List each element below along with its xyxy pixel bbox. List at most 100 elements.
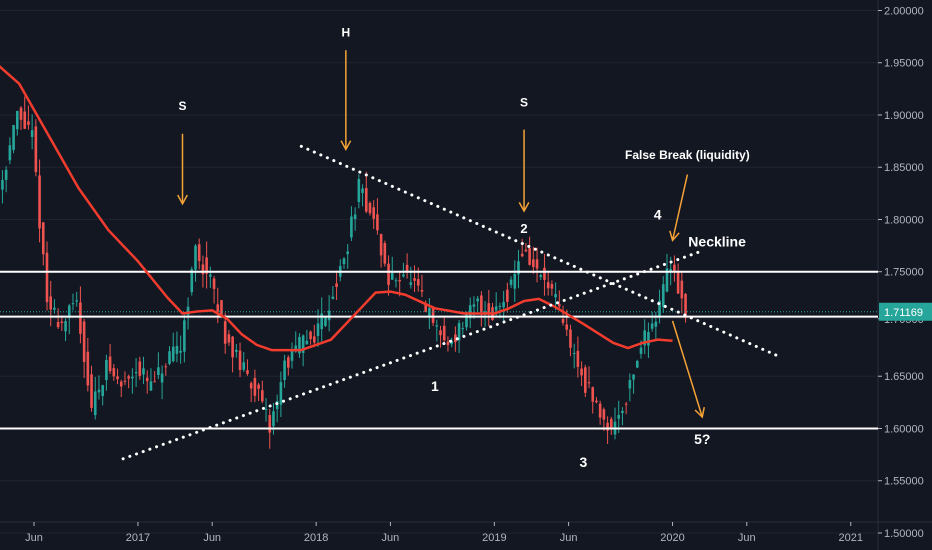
- candle-body: [665, 268, 669, 292]
- candle-body: [38, 175, 41, 229]
- candle-body: [294, 345, 298, 352]
- candle-body: [324, 317, 327, 326]
- candle-body: [190, 269, 194, 293]
- candle-body: [468, 305, 472, 319]
- y-tick-label: 1.75000: [884, 267, 924, 279]
- annotation-label: 4: [654, 206, 662, 222]
- candle-body: [383, 243, 387, 264]
- candle-body: [494, 306, 498, 311]
- candle-body: [41, 222, 45, 255]
- candle-body: [27, 121, 30, 125]
- candle-body: [587, 382, 591, 384]
- candle-body: [12, 125, 15, 150]
- candle-body: [309, 331, 312, 340]
- candle-body: [82, 321, 86, 362]
- annotation-label: H: [342, 26, 351, 40]
- candle-body: [160, 373, 164, 383]
- annotation-arrow: [671, 320, 703, 418]
- x-tick-label: 2020: [660, 532, 684, 544]
- candle-body: [134, 372, 138, 374]
- candle-body: [19, 107, 23, 120]
- candle-body: [402, 274, 405, 277]
- candle-body: [513, 273, 517, 289]
- candle-body: [487, 303, 491, 314]
- candle-body: [461, 328, 465, 330]
- candle-body: [639, 347, 643, 354]
- candle-body: [647, 332, 650, 346]
- candle-body: [287, 357, 290, 368]
- candle-body: [379, 234, 383, 256]
- candle-body: [305, 340, 309, 345]
- candle-body: [624, 403, 628, 405]
- candle-body: [257, 384, 260, 389]
- candle-body: [554, 294, 557, 298]
- candle-body: [520, 253, 524, 257]
- candle-body: [416, 279, 420, 286]
- candle-body: [532, 259, 535, 267]
- candle-body: [238, 350, 242, 370]
- candle-body: [272, 411, 275, 427]
- candle-body: [30, 130, 34, 137]
- candle-body: [643, 330, 647, 346]
- candle-body: [480, 295, 483, 312]
- annotation-label: Neckline: [688, 234, 746, 250]
- candle-body: [301, 335, 305, 353]
- candle-body: [350, 216, 353, 238]
- candle-body: [153, 381, 156, 383]
- y-tick-label: 1.80000: [884, 214, 924, 226]
- annotation-label: S: [520, 96, 528, 110]
- candle-body: [353, 214, 357, 220]
- x-tick-label: Jun: [560, 532, 578, 544]
- candle-body: [90, 374, 93, 408]
- candle-body: [235, 349, 238, 352]
- candle-body: [209, 274, 212, 277]
- candle-body: [268, 415, 272, 433]
- x-tick-label: 2017: [126, 532, 150, 544]
- candle-body: [450, 340, 453, 345]
- candle-body: [312, 336, 316, 343]
- candle-body: [123, 380, 127, 382]
- candle-body: [650, 323, 654, 329]
- candle-body: [194, 245, 197, 270]
- candle-body: [119, 381, 123, 387]
- candle-body: [131, 376, 134, 379]
- candle-body: [138, 361, 142, 376]
- candle-body: [283, 360, 286, 381]
- candle-body: [632, 374, 635, 380]
- annotation-arrowhead: [340, 140, 352, 152]
- candle-body: [364, 187, 368, 212]
- candle-body: [676, 271, 680, 294]
- annotation-label: False Break (liquidity): [625, 148, 750, 162]
- candle-body: [145, 377, 149, 382]
- y-tick-label: 1.55000: [884, 476, 924, 488]
- candle-body: [290, 349, 294, 361]
- candle-body: [431, 308, 435, 323]
- candle-body: [179, 350, 182, 353]
- candle-body: [183, 320, 186, 352]
- candle-body: [476, 298, 479, 302]
- candle-body: [669, 269, 672, 272]
- annotation-arrowhead: [669, 230, 680, 242]
- candle-body: [342, 258, 346, 265]
- candle-body: [164, 366, 168, 368]
- candle-body: [53, 307, 56, 310]
- candle-body: [673, 264, 676, 273]
- candle-body: [361, 188, 364, 193]
- candle-body: [142, 368, 145, 375]
- candle-body: [606, 422, 609, 431]
- y-tick-label: 1.85000: [884, 162, 924, 174]
- candle-body: [101, 385, 104, 397]
- candle-body: [60, 321, 64, 324]
- candle-body: [86, 351, 90, 386]
- falling-trendline: [299, 144, 778, 357]
- y-tick-label: 1.90000: [884, 110, 924, 122]
- candle-body: [249, 383, 253, 389]
- candle-body: [71, 303, 75, 305]
- candle-body: [435, 325, 439, 327]
- candle-body: [8, 145, 12, 161]
- candle-body: [197, 244, 201, 261]
- candle-body: [598, 403, 602, 418]
